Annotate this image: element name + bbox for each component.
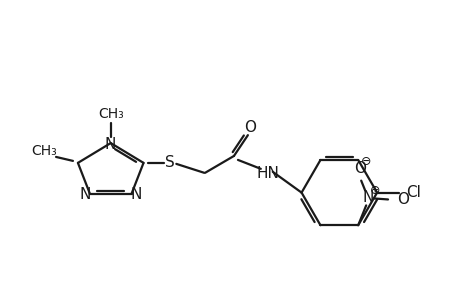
Text: HN: HN [256, 166, 279, 181]
Text: N: N [104, 136, 115, 152]
Text: O: O [396, 192, 408, 207]
Text: O: O [243, 120, 255, 135]
Text: ⊕: ⊕ [369, 184, 380, 197]
Text: S: S [165, 155, 175, 170]
Text: Cl: Cl [406, 185, 420, 200]
Text: CH₃: CH₃ [98, 107, 123, 121]
Text: N: N [131, 187, 142, 202]
Text: N: N [362, 190, 373, 205]
Text: N: N [79, 187, 90, 202]
Text: ⊖: ⊖ [360, 155, 370, 168]
Text: CH₃: CH₃ [31, 144, 57, 158]
Text: O: O [353, 161, 365, 176]
